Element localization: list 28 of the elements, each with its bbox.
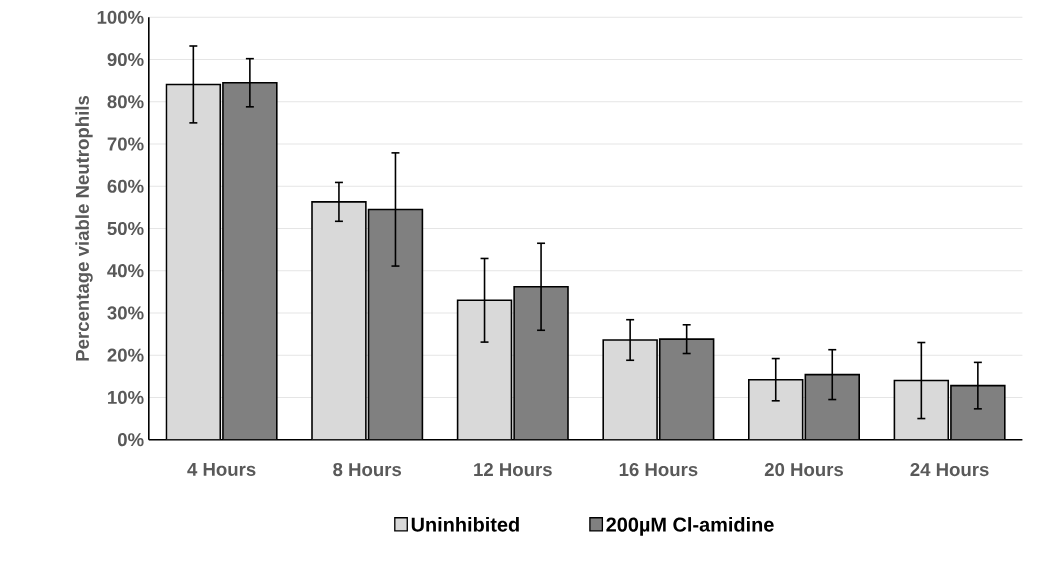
y-tick-label: 90% (107, 53, 144, 67)
bar (603, 340, 658, 440)
bar (950, 384, 1006, 440)
y-tick-label: 70% (107, 137, 144, 151)
x-tick-label: 8 Hours (333, 463, 402, 477)
bar (514, 286, 568, 440)
y-axis-title: Percentage viable Neutrophils (75, 96, 93, 361)
x-tick-label: 4 Hours (187, 463, 256, 477)
bar (368, 209, 423, 440)
bar (805, 374, 860, 440)
bar (222, 82, 277, 440)
y-tick-label: 80% (107, 95, 144, 109)
y-tick-label: 0% (117, 433, 144, 447)
y-tick-label: 40% (107, 264, 144, 278)
x-tick-label: 20 Hours (764, 463, 844, 477)
y-tick-label: 20% (107, 348, 144, 362)
bar (312, 202, 366, 440)
x-tick-label: 24 Hours (910, 463, 989, 477)
y-tick-label: 60% (107, 179, 144, 193)
bar (659, 339, 714, 440)
y-tick-label: 30% (107, 306, 144, 320)
x-tick-label: 12 Hours (474, 463, 552, 477)
y-tick-label: 50% (107, 222, 144, 236)
x-tick-label: 16 Hours (619, 463, 698, 477)
legend-label: Uninhibited (411, 517, 519, 532)
legend-label: 200µM Cl-amidine (606, 517, 774, 536)
y-tick-label: 100% (97, 10, 144, 25)
y-tick-label: 10% (108, 390, 144, 405)
